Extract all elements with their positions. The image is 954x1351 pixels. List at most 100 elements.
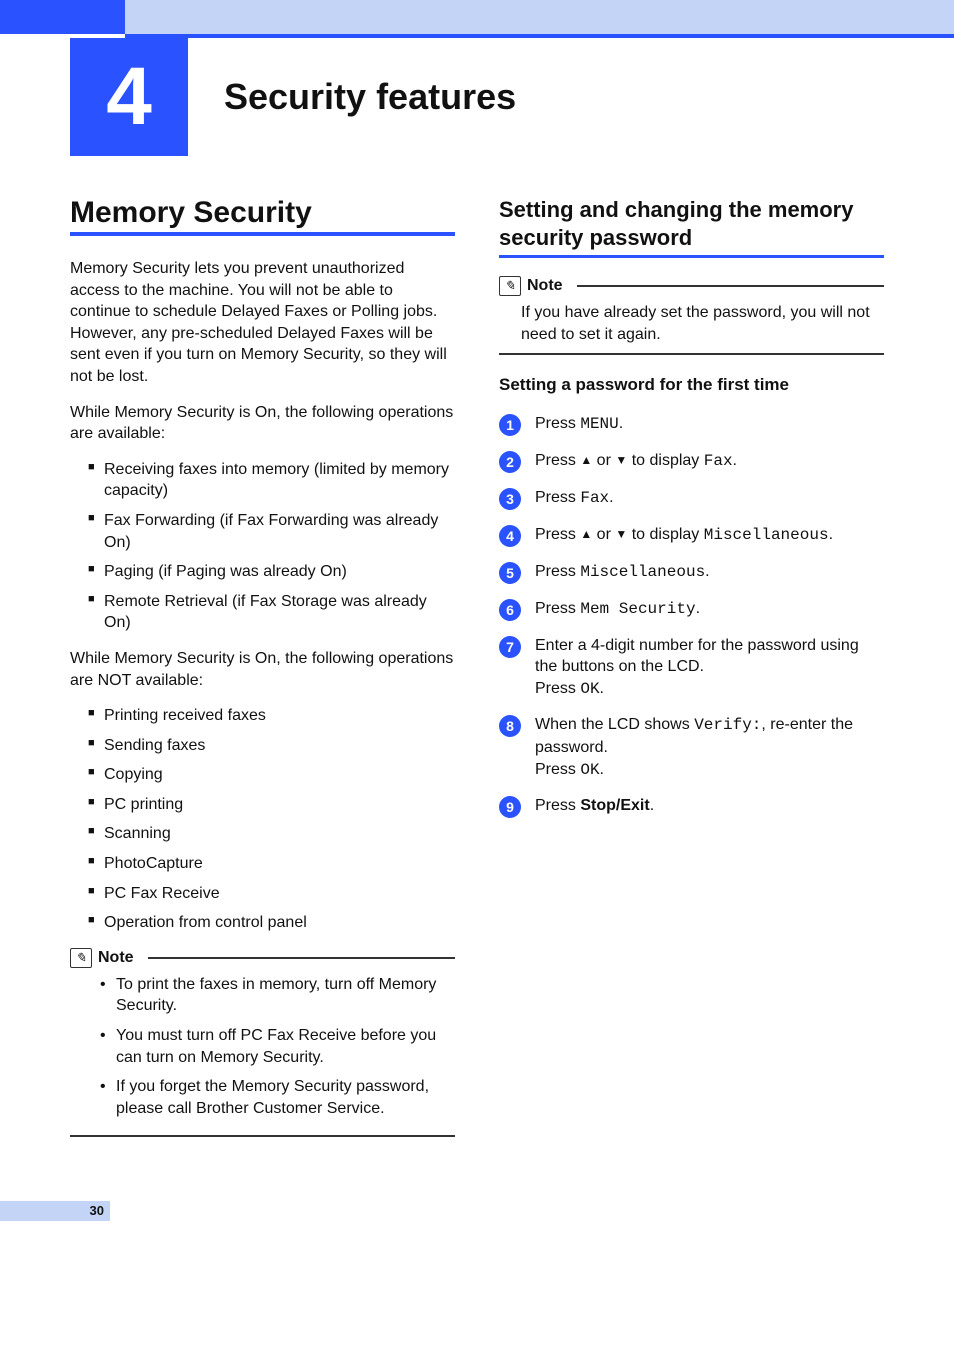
chapter-header: 4 Security features [0, 38, 954, 186]
list-item: Paging (if Paging was already On) [88, 561, 455, 583]
step-2: 2 Press ▲ or ▼ to display Fax. [499, 450, 884, 473]
step-text: Press Mem Security. [535, 598, 884, 621]
text: Press [535, 797, 580, 814]
menu-key: OK [580, 761, 599, 779]
step-number-badge: 7 [499, 636, 521, 658]
menu-key: Miscellaneous [580, 563, 705, 581]
text: Press [535, 680, 580, 697]
note-rule [148, 957, 455, 959]
text: . [600, 761, 604, 778]
note-block: ✎ Note If you have already set the passw… [499, 276, 884, 355]
text: or [592, 452, 615, 469]
list-item: PC Fax Receive [88, 883, 455, 905]
step-number-badge: 1 [499, 414, 521, 436]
menu-key: Fax [704, 452, 733, 470]
down-arrow-icon: ▼ [615, 527, 627, 541]
available-ops-list: Receiving faxes into memory (limited by … [70, 459, 455, 634]
note-list: To print the faxes in memory, turn off M… [92, 974, 455, 1120]
list-item: Sending faxes [88, 735, 455, 757]
text: Press [535, 415, 580, 432]
text: . [705, 563, 709, 580]
header-band-light [125, 0, 954, 34]
step-number-badge: 5 [499, 562, 521, 584]
text: Press [535, 526, 580, 543]
paragraph: While Memory Security is On, the followi… [70, 402, 455, 445]
text: When the LCD shows [535, 716, 694, 733]
step-9: 9 Press Stop/Exit. [499, 795, 884, 818]
step-number-badge: 2 [499, 451, 521, 473]
header-band-blue [0, 0, 125, 34]
text: Press [535, 563, 580, 580]
step-text: Press Miscellaneous. [535, 561, 884, 584]
step-number-badge: 8 [499, 715, 521, 737]
step-number-badge: 9 [499, 796, 521, 818]
note-rule [577, 285, 884, 287]
note-label: Note [527, 277, 563, 295]
list-item: PhotoCapture [88, 853, 455, 875]
text: Enter a 4-digit number for the password … [535, 637, 859, 676]
step-number-badge: 3 [499, 488, 521, 510]
step-text: Press ▲ or ▼ to display Fax. [535, 450, 884, 473]
text: . [619, 415, 623, 432]
text: . [733, 452, 737, 469]
text: . [696, 600, 700, 617]
list-item: Fax Forwarding (if Fax Forwarding was al… [88, 510, 455, 553]
menu-key: Mem Security [580, 600, 695, 618]
chapter-number-box: 4 [70, 38, 188, 156]
up-arrow-icon: ▲ [580, 527, 592, 541]
menu-key: Fax [580, 489, 609, 507]
list-item: Receiving faxes into memory (limited by … [88, 459, 455, 502]
text: to display [627, 452, 703, 469]
text: or [592, 526, 615, 543]
left-column: Memory Security Memory Security lets you… [70, 196, 455, 1151]
text: Press [535, 761, 580, 778]
step-3: 3 Press Fax. [499, 487, 884, 510]
paragraph: Memory Security lets you prevent unautho… [70, 258, 455, 388]
menu-key: Miscellaneous [704, 526, 829, 544]
header-band [0, 0, 954, 34]
menu-key: OK [580, 680, 599, 698]
step-text: Press ▲ or ▼ to display Miscellaneous. [535, 524, 884, 547]
step-1: 1 Press MENU. [499, 413, 884, 436]
list-item: Scanning [88, 823, 455, 845]
text: Press [535, 600, 580, 617]
right-column: Setting and changing the memory security… [499, 196, 884, 1151]
step-text: Enter a 4-digit number for the password … [535, 635, 884, 701]
text: . [600, 680, 604, 697]
step-number-badge: 6 [499, 599, 521, 621]
step-8: 8 When the LCD shows Verify:, re-enter t… [499, 714, 884, 781]
note-icon: ✎ [70, 948, 92, 968]
note-block: ✎ Note To print the faxes in memory, tur… [70, 948, 455, 1137]
text: Press [535, 489, 580, 506]
note-end-rule [499, 353, 884, 355]
step-text: Press MENU. [535, 413, 884, 436]
note-text: If you have already set the password, yo… [499, 302, 884, 353]
section-heading-memory-security: Memory Security [70, 196, 455, 236]
step-text: Press Stop/Exit. [535, 795, 884, 818]
up-arrow-icon: ▲ [580, 453, 592, 467]
paragraph: While Memory Security is On, the followi… [70, 648, 455, 691]
step-4: 4 Press ▲ or ▼ to display Miscellaneous. [499, 524, 884, 547]
list-item: To print the faxes in memory, turn off M… [100, 974, 455, 1017]
text: . [650, 797, 654, 814]
text: . [609, 489, 613, 506]
note-label: Note [98, 949, 134, 967]
text: to display [627, 526, 703, 543]
step-7: 7 Enter a 4-digit number for the passwor… [499, 635, 884, 701]
list-item: Printing received faxes [88, 705, 455, 727]
list-item: Operation from control panel [88, 912, 455, 934]
step-text: When the LCD shows Verify:, re-enter the… [535, 714, 884, 781]
list-item: PC printing [88, 794, 455, 816]
text: Press [535, 452, 580, 469]
note-end-rule [70, 1135, 455, 1137]
subsection-heading: Setting and changing the memory security… [499, 196, 884, 258]
chapter-title: Security features [224, 76, 516, 118]
step-5: 5 Press Miscellaneous. [499, 561, 884, 584]
menu-key: MENU [580, 415, 618, 433]
stop-exit-key: Stop/Exit [580, 797, 649, 814]
list-item: Remote Retrieval (if Fax Storage was alr… [88, 591, 455, 634]
list-item: Copying [88, 764, 455, 786]
note-icon: ✎ [499, 276, 521, 296]
down-arrow-icon: ▼ [615, 453, 627, 467]
text: . [829, 526, 833, 543]
